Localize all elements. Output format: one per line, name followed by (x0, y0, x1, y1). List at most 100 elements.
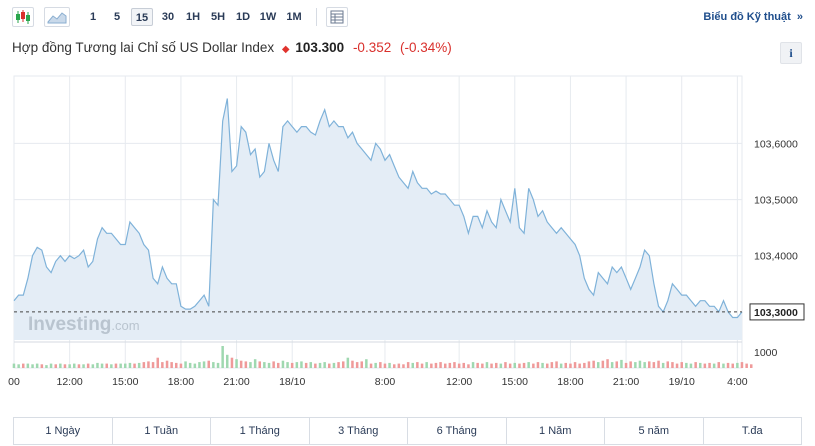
volume-bar (212, 362, 215, 368)
volume-bar (267, 362, 271, 368)
volume-bar (342, 361, 345, 368)
volume-bar (569, 363, 572, 368)
volume-bar (513, 362, 516, 368)
volume-bar (550, 362, 554, 368)
price-chart[interactable]: 103,6000 103,5000 103,4000 Investing.com 103… (0, 68, 815, 398)
instrument-name: Hợp đồng Tương lai Chỉ số US Dollar Inde… (12, 40, 275, 55)
volume-bar (587, 361, 591, 368)
investing-watermark: Investing.com (28, 314, 140, 335)
chart-svg: 103,6000 103,5000 103,4000 Investing.com 103… (8, 75, 805, 388)
volume-bar (499, 363, 503, 368)
volume-bar (355, 362, 359, 368)
x-tick-label: 12:00 (446, 376, 472, 388)
volume-bar (420, 363, 424, 368)
volume-bar (406, 362, 410, 368)
chevron-right-icon: » (796, 11, 803, 23)
volume-bar (564, 362, 567, 368)
volume-bar (527, 362, 530, 368)
volume-bar (425, 362, 428, 368)
timeframe-5[interactable]: 5 (113, 11, 121, 23)
x-tick-label: 18:00 (557, 376, 583, 388)
technical-chart-label: Biểu đồ Kỹ thuật (703, 11, 791, 23)
period-3-months[interactable]: 3 Tháng (310, 418, 408, 444)
volume-bar (448, 362, 452, 368)
volume-bar (416, 362, 419, 368)
volume-bar (559, 363, 563, 368)
volume-bar (193, 363, 197, 368)
volume-bar (629, 361, 632, 368)
x-tick-label: 15:00 (502, 376, 528, 388)
area-chart-icon[interactable] (44, 7, 70, 27)
timeframe-1[interactable]: 1 (89, 11, 97, 23)
volume-bar (239, 360, 243, 368)
volume-bar (235, 359, 238, 368)
volume-bar (453, 362, 456, 368)
candlestick-icon[interactable] (12, 7, 34, 27)
volume-bar (304, 362, 308, 368)
volume-bar (685, 362, 688, 368)
volume-bar (708, 362, 711, 368)
volume-bar (12, 363, 16, 368)
volume-bar (467, 364, 470, 368)
info-button[interactable]: i (780, 42, 802, 64)
period-max[interactable]: T.đa (741, 425, 763, 437)
period-6-months[interactable]: 6 Tháng (408, 418, 507, 444)
x-tick-label: 4:00 (727, 376, 748, 388)
volume-bar (175, 362, 178, 368)
technical-chart-link[interactable]: Biểu đồ Kỹ thuật » (703, 11, 803, 23)
instrument-header: Hợp đồng Tương lai Chỉ số US Dollar Inde… (12, 40, 452, 55)
volume-bar (610, 362, 614, 368)
volume-bar (689, 363, 693, 368)
volume-bar (439, 362, 442, 368)
price-line (13, 98, 743, 319)
volume-bar (105, 363, 108, 368)
timeframe-30[interactable]: 30 (161, 11, 175, 23)
volume-bar (638, 360, 642, 368)
price-change: -0.352 (352, 40, 392, 55)
volume-bar (573, 362, 577, 368)
period-1-year[interactable]: 1 Năm (507, 418, 605, 444)
period-1-day[interactable]: 1 Ngày (14, 418, 113, 444)
volume-bar (100, 363, 104, 368)
period-5-years[interactable]: 5 năm (605, 418, 704, 444)
volume-bar (490, 363, 493, 368)
volume-bar (161, 362, 164, 368)
last-value-box (749, 303, 805, 321)
volume-bar (555, 361, 558, 368)
period-1-week[interactable]: 1 Tuần (113, 418, 211, 444)
volume-bar (471, 362, 475, 368)
volume-bar (495, 362, 498, 368)
timeframe-1d[interactable]: 1D (235, 11, 251, 23)
volume-bar (124, 363, 127, 368)
volume-bar (63, 364, 67, 368)
volume-bar (281, 360, 285, 368)
volume-bar (583, 362, 586, 368)
volume-bar (128, 362, 132, 368)
volume-bar (244, 361, 248, 368)
volume-bar (717, 362, 720, 368)
volume-bar (332, 362, 336, 368)
volume-bar (661, 362, 665, 368)
timeframe-1w[interactable]: 1W (259, 11, 277, 23)
volume-bar (156, 357, 159, 368)
volume-bar (137, 362, 141, 368)
timeframe-5h[interactable]: 5H (210, 11, 226, 23)
timeframe-1h[interactable]: 1H (185, 11, 201, 23)
volume-bar (666, 361, 669, 368)
x-tick-label: 19/10 (669, 376, 695, 388)
volume-bar (379, 362, 382, 368)
watermark-suffix: .com (111, 318, 139, 333)
timeframe-1m[interactable]: 1M (286, 11, 302, 23)
volume-bar (263, 362, 266, 368)
volume-bar (31, 364, 34, 368)
table-icon[interactable] (326, 7, 348, 27)
volume-bar (142, 362, 146, 368)
volume-bar (114, 363, 118, 368)
period-1-month[interactable]: 1 Tháng (211, 418, 310, 444)
volume-bar (202, 361, 206, 368)
volume-bar (745, 363, 748, 368)
volume-bar (45, 365, 48, 368)
volume-bar (184, 361, 187, 368)
volume-bar (17, 364, 20, 368)
timeframe-15[interactable]: 15 (131, 8, 153, 26)
